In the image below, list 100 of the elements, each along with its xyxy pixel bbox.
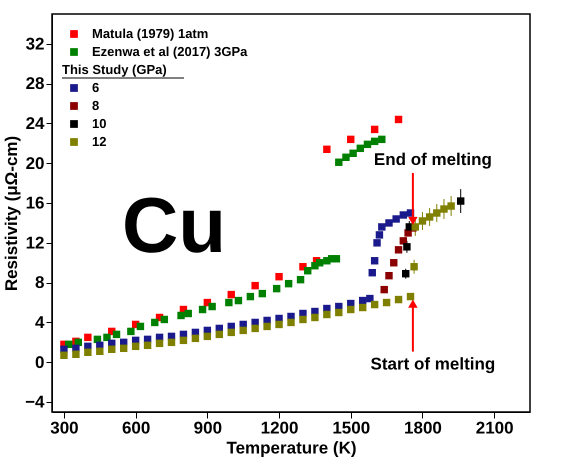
point <box>144 342 152 350</box>
point <box>335 158 343 166</box>
point <box>208 302 216 310</box>
point <box>72 350 80 358</box>
point <box>332 255 340 262</box>
point <box>132 342 140 350</box>
legend-label: 8 <box>92 98 100 113</box>
y-tick-label: 16 <box>26 194 44 213</box>
point <box>376 231 384 239</box>
x-axis-title: Temperature (K) <box>226 438 357 458</box>
point <box>323 310 331 318</box>
point <box>382 298 390 306</box>
point <box>390 259 398 266</box>
point <box>156 340 164 348</box>
point <box>426 213 434 221</box>
point <box>394 296 402 304</box>
point <box>296 276 304 284</box>
y-tick-label: 12 <box>26 233 44 252</box>
point <box>370 257 378 264</box>
point <box>192 334 200 342</box>
point <box>184 310 192 318</box>
legend-title: This Study (GPa) <box>62 62 167 77</box>
legend-label: Ezenwa et al (2017) 3GPa <box>92 44 248 59</box>
x-tick-label: 1800 <box>404 418 442 438</box>
point <box>287 318 295 326</box>
point <box>96 348 104 356</box>
point <box>342 154 350 161</box>
point <box>412 223 419 231</box>
point <box>323 146 331 154</box>
point <box>356 144 364 152</box>
x-tick-label: 2100 <box>476 418 514 438</box>
legend-label: Matula (1979) 1atm <box>92 26 208 41</box>
point <box>84 348 92 356</box>
x-tick-label: 600 <box>122 418 150 438</box>
point <box>225 298 233 306</box>
y-tick-label: 32 <box>26 34 44 54</box>
point <box>385 219 393 227</box>
point <box>136 322 144 330</box>
legend-label: 10 <box>92 116 106 131</box>
y-tick-label: 0 <box>35 352 44 372</box>
point <box>368 268 376 276</box>
point <box>403 243 411 251</box>
y-tick-label: 24 <box>26 114 46 133</box>
point <box>370 138 378 146</box>
point <box>251 282 259 290</box>
y-tick-label: 28 <box>26 74 44 94</box>
point <box>168 338 176 346</box>
point <box>228 290 235 298</box>
x-tick-label: 1200 <box>260 418 298 438</box>
y-axis-title: Resistivity (μΩ-cm) <box>2 136 22 292</box>
point <box>228 328 235 336</box>
point <box>263 322 271 330</box>
point <box>108 346 116 354</box>
point <box>180 336 188 344</box>
point <box>402 270 410 278</box>
x-tick-label: 300 <box>50 418 79 438</box>
point <box>198 306 206 314</box>
point <box>216 330 224 338</box>
point <box>394 116 402 124</box>
point <box>378 136 386 144</box>
x-tick-label: 900 <box>194 418 222 438</box>
point <box>239 326 247 334</box>
point <box>433 209 440 217</box>
legend-label: 6 <box>92 80 100 95</box>
y-tick-label: 8 <box>35 273 44 292</box>
point <box>234 296 242 304</box>
point <box>311 314 319 322</box>
point <box>160 316 168 324</box>
point <box>316 259 324 266</box>
point <box>366 294 374 302</box>
point <box>151 318 158 326</box>
y-tick-label: 4 <box>35 312 46 332</box>
point <box>84 334 92 342</box>
point <box>349 150 357 158</box>
point <box>335 308 343 316</box>
legend-label: 12 <box>92 134 106 149</box>
point <box>380 286 388 294</box>
annotation: Cu <box>122 181 226 269</box>
point <box>204 332 212 340</box>
point <box>385 272 393 280</box>
point <box>406 292 414 300</box>
point <box>410 263 418 270</box>
point <box>370 126 378 134</box>
point <box>246 292 254 300</box>
point <box>284 280 292 288</box>
point <box>447 202 455 210</box>
point <box>358 296 366 304</box>
point <box>272 284 280 292</box>
point <box>258 290 266 298</box>
point <box>358 304 366 312</box>
point <box>299 316 307 324</box>
point <box>378 223 386 231</box>
x-tick-label: 1500 <box>332 418 370 438</box>
point <box>400 211 408 219</box>
y-tick-label: 20 <box>26 154 44 173</box>
point <box>275 320 283 328</box>
point <box>456 197 464 205</box>
point <box>177 312 185 320</box>
point <box>304 267 312 274</box>
point <box>394 246 402 254</box>
